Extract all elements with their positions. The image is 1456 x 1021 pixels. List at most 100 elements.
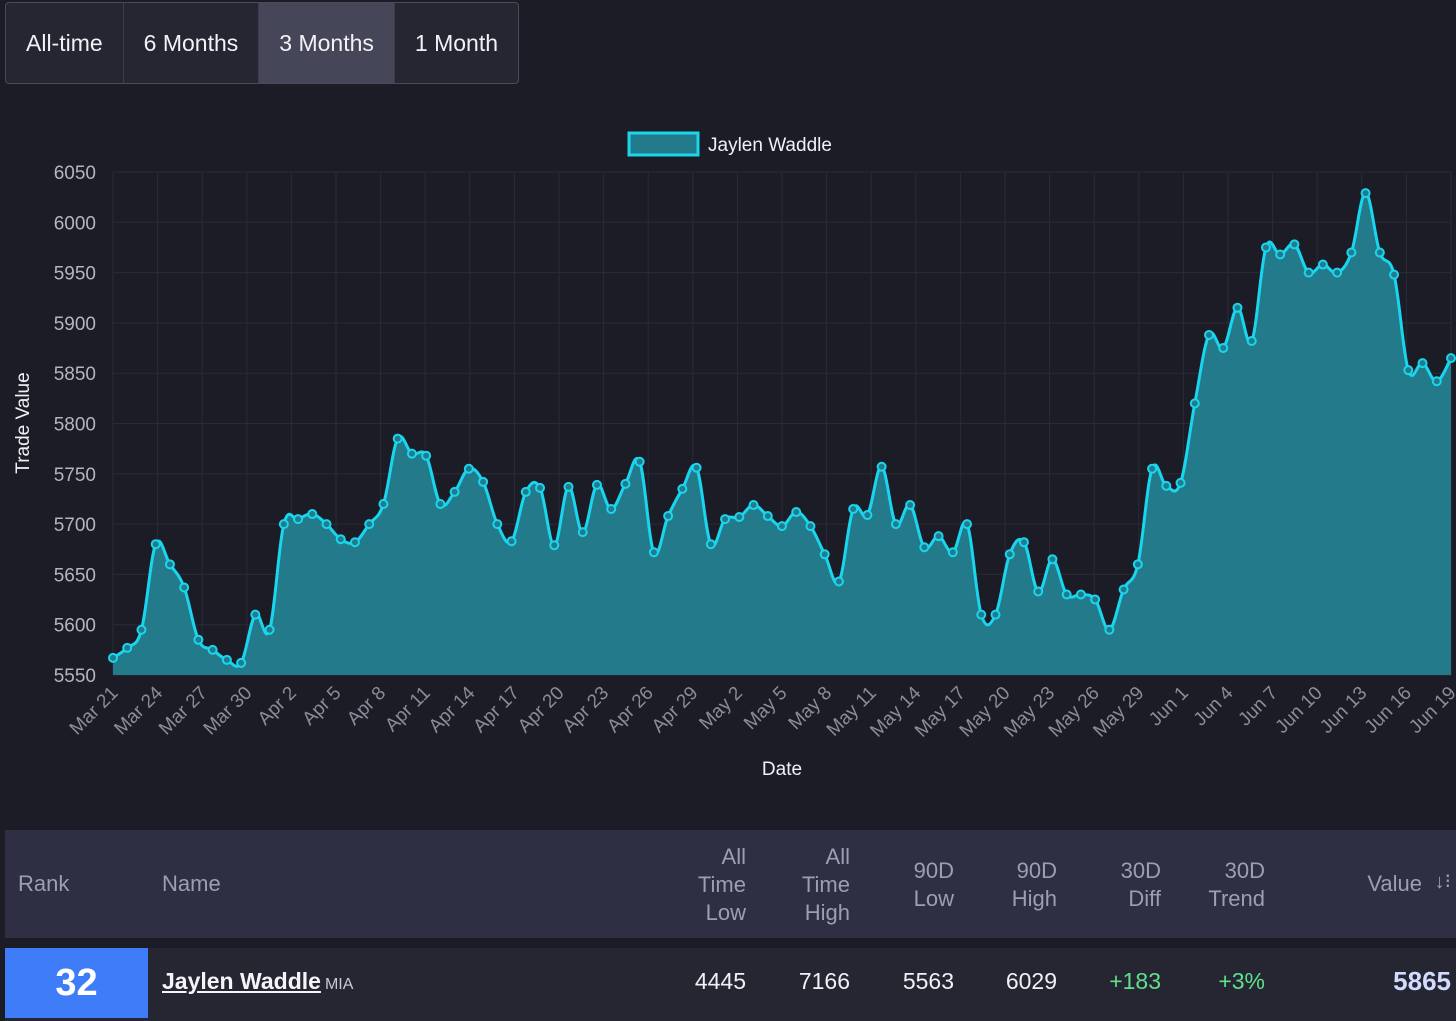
data-point[interactable] [1175,477,1186,488]
data-point[interactable] [1232,302,1243,313]
data-point[interactable] [1004,549,1015,560]
data-point[interactable] [1090,594,1101,605]
tab-6-months[interactable]: 6 Months [124,3,260,83]
data-point[interactable] [677,483,688,494]
data-point[interactable] [819,549,830,560]
data-point[interactable] [1132,559,1143,570]
data-point[interactable] [577,527,588,538]
data-point[interactable] [876,461,887,472]
data-point[interactable] [563,481,574,492]
data-point[interactable] [648,547,659,558]
header-value[interactable]: Value [1367,871,1422,896]
data-point[interactable] [1161,480,1172,491]
data-point[interactable] [1075,589,1086,600]
data-point[interactable] [734,512,745,523]
data-point[interactable] [1346,247,1357,258]
data-point[interactable] [1061,589,1072,600]
data-point[interactable] [506,536,517,547]
header-name[interactable]: Name [162,871,221,896]
data-point[interactable] [833,576,844,587]
header-30d-diff[interactable]: 30D Diff [1120,858,1161,911]
data-point[interactable] [492,519,503,530]
data-point[interactable] [449,486,460,497]
data-point[interactable] [435,498,446,509]
data-point[interactable] [1289,239,1300,250]
header-90d-low[interactable]: 90D Low [913,858,954,911]
data-point[interactable] [122,642,133,653]
data-point[interactable] [1431,376,1442,387]
data-point[interactable] [549,540,560,551]
data-point[interactable] [535,482,546,493]
data-point[interactable] [406,448,417,459]
sort-desc-icon[interactable]: ↓⁝ [1434,871,1451,893]
data-point[interactable] [463,463,474,474]
data-point[interactable] [1189,398,1200,409]
data-point[interactable] [933,531,944,542]
data-point[interactable] [307,509,318,520]
data-point[interactable] [478,476,489,487]
data-point[interactable] [264,624,275,635]
data-point[interactable] [606,504,617,515]
data-point[interactable] [1104,624,1115,635]
data-point[interactable] [762,511,773,522]
data-point[interactable] [193,634,204,645]
data-point[interactable] [164,559,175,570]
data-point[interactable] [947,547,958,558]
data-point[interactable] [962,519,973,530]
data-point[interactable] [1446,353,1456,364]
data-point[interactable] [179,582,190,593]
data-point[interactable] [720,514,731,525]
data-point[interactable] [1317,259,1328,270]
data-point[interactable] [1417,358,1428,369]
header-all-time-low[interactable]: All Time Low [697,844,746,925]
data-point[interactable] [293,514,304,525]
data-point[interactable] [976,609,987,620]
data-point[interactable] [705,539,716,550]
data-point[interactable] [1118,584,1129,595]
data-point[interactable] [1374,247,1385,258]
player-name-link[interactable]: Jaylen Waddle [162,968,321,994]
data-point[interactable] [250,609,261,620]
data-point[interactable] [392,433,403,444]
data-point[interactable] [805,521,816,532]
data-point[interactable] [1204,329,1215,340]
data-point[interactable] [791,507,802,518]
tab-3-months[interactable]: 3 Months [259,3,395,83]
data-point[interactable] [136,624,147,635]
data-point[interactable] [890,519,901,530]
data-point[interactable] [1018,537,1029,548]
data-point[interactable] [620,478,631,489]
data-point[interactable] [421,450,432,461]
data-point[interactable] [1332,267,1343,278]
header-90d-high[interactable]: 90D High [1011,858,1057,911]
data-point[interactable] [150,539,161,550]
data-point[interactable] [990,609,1001,620]
data-point[interactable] [1218,343,1229,354]
data-point[interactable] [691,462,702,473]
data-point[interactable] [1389,269,1400,280]
data-point[interactable] [321,519,332,530]
header-rank[interactable]: Rank [18,871,70,896]
data-point[interactable] [1260,242,1271,253]
header-30d-trend[interactable]: 30D Trend [1208,858,1265,911]
data-point[interactable] [905,499,916,510]
data-point[interactable] [591,479,602,490]
data-point[interactable] [1275,249,1286,260]
data-point[interactable] [777,521,787,532]
data-point[interactable] [663,511,674,522]
data-point[interactable] [848,504,859,515]
data-point[interactable] [236,657,247,668]
data-point[interactable] [1147,463,1158,474]
data-point[interactable] [1403,365,1414,376]
data-point[interactable] [1047,554,1058,565]
data-point[interactable] [1033,586,1044,597]
table-row[interactable]: 32 Jaylen Waddle MIA 4445 7166 5563 6029 … [5,948,1456,1021]
tab-all-time[interactable]: All-time [6,3,124,83]
data-point[interactable] [378,498,389,509]
data-point[interactable] [634,456,645,467]
tab-1-month[interactable]: 1 Month [414,29,498,56]
data-point[interactable] [919,542,930,553]
data-point[interactable] [349,537,360,548]
data-point[interactable] [1303,267,1314,278]
data-point[interactable] [278,519,289,530]
